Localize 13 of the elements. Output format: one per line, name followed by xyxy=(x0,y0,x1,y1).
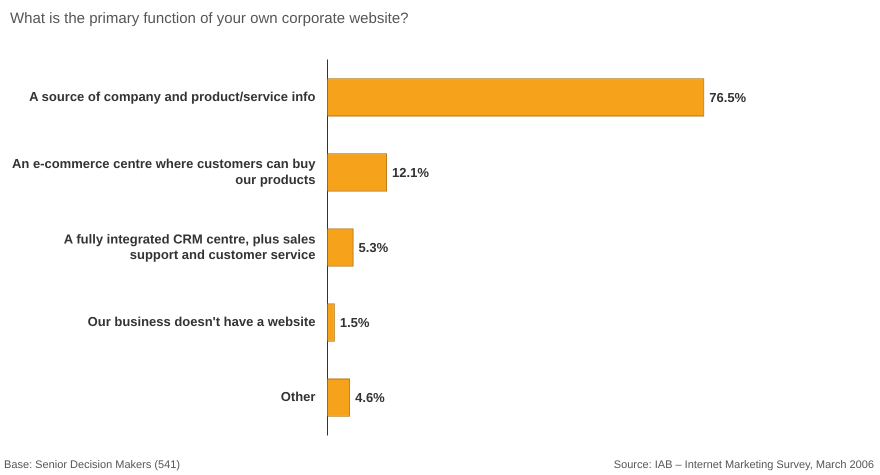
data-label: 12.1% xyxy=(392,165,430,180)
y-tick-label: A source of company and product/service info xyxy=(29,88,316,104)
data-label: 76.5% xyxy=(709,90,747,105)
data-label: 5.3% xyxy=(358,240,389,256)
y-tick-label: An e-commerce centre where customers can buy our products xyxy=(12,156,316,187)
data-label: 4.6% xyxy=(355,390,386,406)
data-label: 1.5% xyxy=(340,315,370,330)
y-tick-label: Other xyxy=(280,389,316,404)
y-tick-label: A fully integrated CRM centre, plus sales support and customer service xyxy=(64,231,316,262)
source-note: Source: IAB – Internet Marketing Survey, March 2006 xyxy=(614,459,874,471)
chart-title: What is the primary function of your own corporate website? xyxy=(10,10,409,27)
text: Base: Senior Decision Makers (541) xyxy=(4,459,180,471)
y-tick-label: Our business doesn't have a website xyxy=(88,314,316,330)
